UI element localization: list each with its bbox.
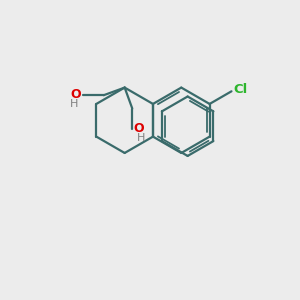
Text: H: H xyxy=(136,133,145,143)
Text: Cl: Cl xyxy=(234,83,248,96)
Text: H: H xyxy=(70,98,78,109)
Text: O: O xyxy=(71,88,81,101)
Text: O: O xyxy=(134,122,144,135)
